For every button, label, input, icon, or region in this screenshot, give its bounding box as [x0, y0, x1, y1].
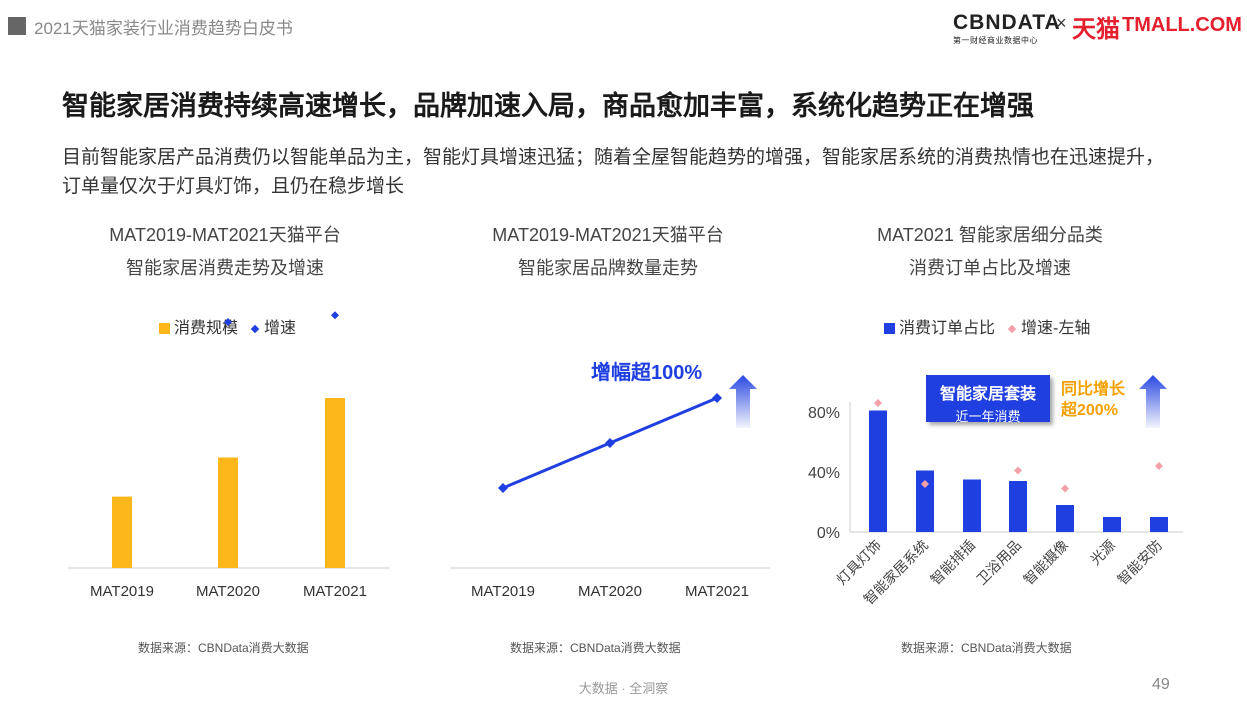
legend-growth-label: 增速 — [264, 320, 297, 337]
chart2-x-tick-mat2019: MAT2019 — [471, 583, 535, 600]
chart3-bar-6 — [1150, 517, 1168, 532]
chart3-growth-point-4 — [1061, 484, 1069, 493]
chart3-bar-2 — [963, 479, 981, 532]
chart2-point-mat2020 — [605, 438, 615, 448]
chart1-growth-point-mat2020 — [224, 318, 232, 326]
tmall-logo-cn: 天猫 — [1072, 16, 1120, 43]
chart1-growth-point-mat2021 — [331, 311, 339, 320]
chart1-x-tick-mat2020: MAT2020 — [196, 583, 260, 600]
callout-yoy-line2: 超200% — [1061, 402, 1118, 419]
chart3-legend: 消费订单占比 增速-左轴 — [884, 314, 1090, 338]
chart3-y-tick-2: 0% — [817, 525, 840, 542]
chart1-x-tick-mat2021: MAT2021 — [303, 583, 367, 600]
chart3-bar-0 — [869, 410, 887, 532]
callout-kit-subtitle: 近一年消费 — [955, 409, 1021, 424]
chart2-title-line1: MAT2019-MAT2021天猫平台 — [492, 225, 724, 245]
page-number: 49 — [1152, 676, 1170, 693]
page-subtext: 目前智能家居产品消费仍以智能单品为主，智能灯具增速迅猛；随着全屋智能趋势的增强，… — [62, 147, 1165, 197]
chart3-up-arrow-icon — [1139, 375, 1167, 428]
legend-growth-left-axis-label: 增速-左轴 — [1021, 320, 1091, 337]
chart3-x-tick-5: 光源 — [1087, 537, 1118, 568]
chart3-source: 数据来源：CBNData消费大数据 — [901, 641, 1072, 655]
tmall-logo-en: TMALL.COM — [1122, 14, 1242, 36]
legend-consumption-label: 消费规模 — [174, 320, 239, 337]
chart3-growth-point-0 — [874, 399, 882, 407]
legend-order-share-label: 消费订单占比 — [899, 320, 996, 337]
logo-separator: × — [1056, 13, 1067, 33]
chart3-bar-5 — [1103, 517, 1121, 532]
chart3-growth-point-6 — [1155, 462, 1163, 470]
chart3-y-tick-0: 80% — [808, 405, 840, 422]
chart2-x-tick-mat2020: MAT2020 — [578, 583, 642, 600]
chart1-bar-mat2021 — [325, 398, 345, 568]
chart3-x-tick-3: 卫浴用品 — [973, 537, 1024, 588]
chart1-x-tick-mat2019: MAT2019 — [90, 583, 154, 600]
chart2-point-mat2021 — [712, 393, 722, 403]
chart1-source: 数据来源：CBNData消费大数据 — [138, 641, 309, 655]
chart3-growth-point-1 — [921, 480, 929, 488]
legend-bar-swatch — [884, 323, 895, 335]
top-bar: 2021天猫家装行业消费趋势白皮书 CBNDATA 第一财经商业数据中心 × 天… — [0, 0, 1247, 52]
chart1-title: MAT2019-MAT2021天猫平台 智能家居消费走势及增速 — [70, 219, 380, 285]
chart1-title-line2: 智能家居消费走势及增速 — [126, 258, 324, 278]
chart3-bar-4 — [1056, 505, 1074, 532]
cbndata-logo: CBNDATA — [953, 11, 1061, 34]
chart3-x-tick-2: 智能排插 — [927, 537, 978, 588]
chart2-x-tick-mat2021: MAT2021 — [685, 583, 749, 600]
chart2-up-arrow-icon — [729, 375, 757, 428]
page-headline: 智能家居消费持续高速增长，品牌加速入局，商品愈加丰富，系统化趋势正在增强 — [62, 91, 1034, 121]
chart2-title: MAT2019-MAT2021天猫平台 智能家居品牌数量走势 — [453, 219, 763, 285]
title-marker — [8, 17, 26, 35]
footer-slogan: 大数据 · 全洞察 — [578, 681, 669, 696]
callout-yoy-line1: 同比增长 — [1061, 381, 1126, 398]
chart3-bar-3 — [1009, 481, 1027, 532]
smart-home-kit-callout: 智能家居套装 近一年消费 — [926, 375, 1050, 424]
chart3-bar-1 — [916, 470, 934, 532]
chart1-bar-mat2020 — [218, 457, 238, 568]
chart2-growth-annotation: 增幅超100% — [591, 362, 703, 384]
legend-bar-swatch — [159, 323, 170, 335]
chart1-bar-mat2019 — [112, 496, 132, 568]
chart3-title-line1: MAT2021 智能家居细分品类 — [877, 225, 1103, 245]
chart3-title: MAT2021 智能家居细分品类 消费订单占比及增速 — [835, 219, 1145, 285]
report-title: 2021天猫家装行业消费趋势白皮书 — [34, 19, 293, 38]
chart3-x-tick-6: 智能安防 — [1114, 537, 1165, 588]
callout-kit-title: 智能家居套装 — [939, 386, 1036, 403]
callout-yoy-growth: 同比增长 超200% — [1061, 379, 1125, 421]
chart3-x-tick-4: 智能摄像 — [1020, 537, 1071, 588]
chart2-point-mat2019 — [498, 483, 508, 493]
chart3-title-line2: 消费订单占比及增速 — [909, 258, 1071, 278]
chart1-title-line1: MAT2019-MAT2021天猫平台 — [109, 225, 341, 245]
chart2-title-line2: 智能家居品牌数量走势 — [518, 258, 698, 278]
cbndata-logo-subtitle: 第一财经商业数据中心 — [953, 36, 1038, 45]
chart1-legend: 消费规模 增速 — [159, 314, 296, 338]
chart3-y-tick-1: 40% — [808, 465, 840, 482]
chart2-source: 数据来源：CBNData消费大数据 — [510, 641, 681, 655]
chart3-growth-point-3 — [1014, 466, 1022, 475]
